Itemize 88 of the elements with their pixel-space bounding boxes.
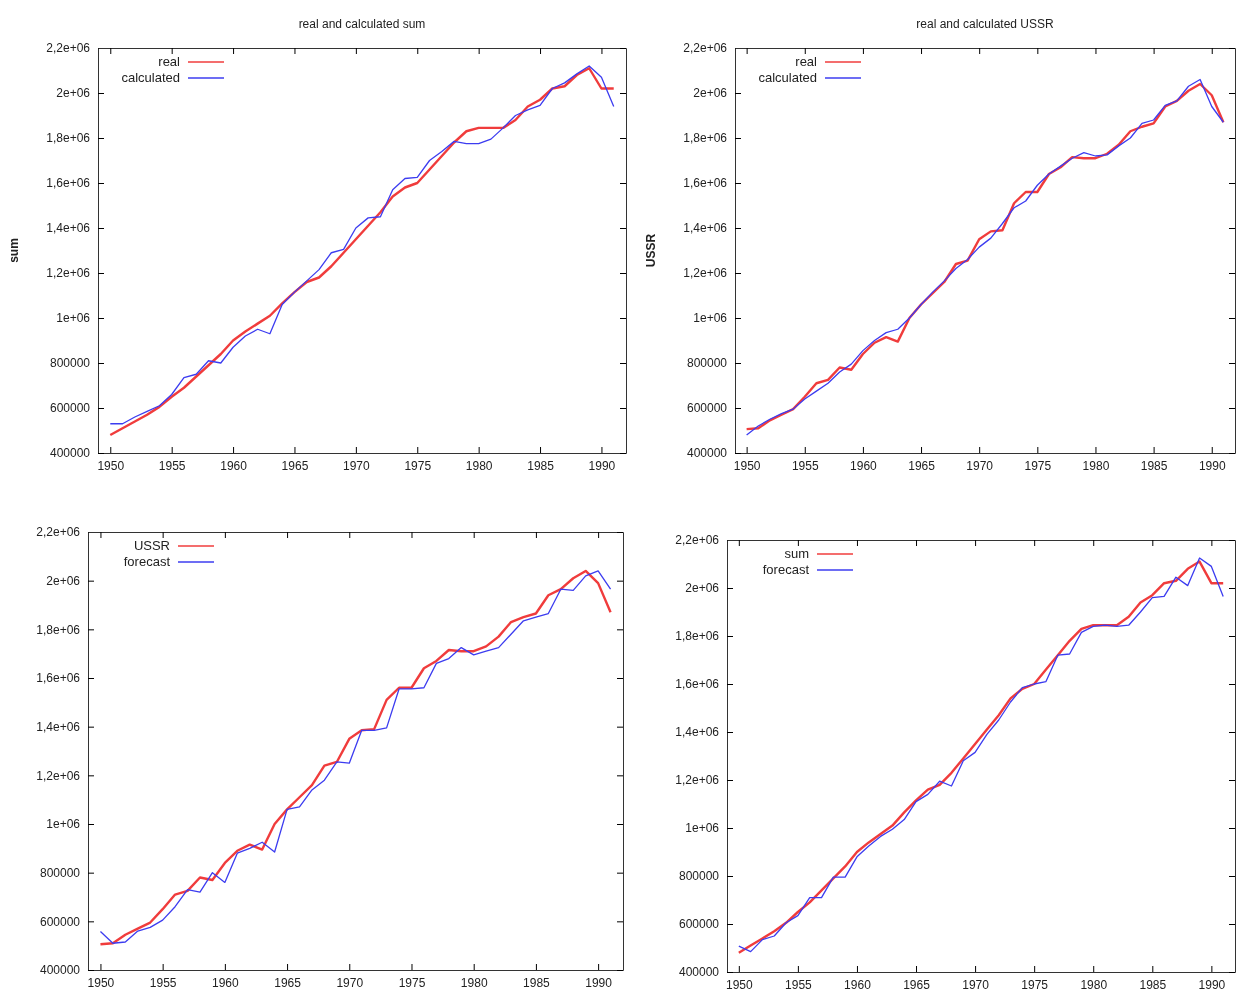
y-tick-label: 1,4e+06 [675, 725, 720, 740]
y-tick-label: 600000 [49, 401, 91, 416]
x-tick-label: 1950 [97, 458, 125, 473]
x-tick-label: 1965 [908, 458, 936, 473]
y-tick-label: 1,2e+06 [36, 768, 81, 783]
x-tick-label: 1985 [1139, 977, 1167, 990]
x-tick-label: 1955 [158, 458, 186, 473]
x-tick-label: 1950 [87, 975, 115, 990]
y-tick-label: 1e+06 [693, 311, 728, 326]
y-tick-label: 2,2e+06 [46, 41, 91, 56]
x-tick-label: 1955 [149, 975, 177, 990]
y-tick-label: 1e+06 [56, 311, 91, 326]
y-tick-label: 2e+06 [685, 581, 720, 596]
y-tick-label: 1,6e+06 [36, 671, 81, 686]
y-tick-label: 1,4e+06 [36, 720, 81, 735]
x-tick-label: 1950 [725, 977, 753, 990]
x-tick-label: 1980 [465, 458, 493, 473]
x-tick-label: 1955 [791, 458, 819, 473]
y-tick-label: 1,6e+06 [675, 677, 720, 692]
x-tick-label: 1980 [1082, 458, 1110, 473]
x-tick-label: 1965 [281, 458, 309, 473]
x-tick-label: 1955 [785, 977, 813, 990]
x-tick-label: 1970 [343, 458, 371, 473]
chart-title: real and calculated sum [298, 17, 426, 31]
legend-label: forecast [123, 554, 171, 569]
x-tick-label: 1960 [212, 975, 240, 990]
x-tick-label: 1970 [336, 975, 364, 990]
x-tick-label: 1980 [460, 975, 488, 990]
x-tick-label: 1965 [903, 977, 931, 990]
x-tick-label: 1985 [1140, 458, 1168, 473]
y-tick-label: 600000 [39, 914, 81, 929]
y-tick-label: 400000 [678, 965, 720, 980]
y-tick-label: 1,4e+06 [46, 221, 91, 236]
y-tick-label: 1,2e+06 [675, 773, 720, 788]
y-tick-label: 600000 [678, 917, 720, 932]
y-tick-label: 2,2e+06 [683, 41, 728, 56]
x-tick-label: 1970 [966, 458, 994, 473]
legend-label: calculated [758, 70, 817, 85]
x-tick-label: 1960 [844, 977, 872, 990]
x-tick-label: 1990 [1198, 458, 1226, 473]
y-tick-label: 1e+06 [685, 821, 720, 836]
legend-label: sum [784, 546, 809, 561]
y-tick-label: 800000 [678, 869, 720, 884]
y-tick-label: 1,8e+06 [36, 622, 81, 637]
y-tick-label: 1,2e+06 [683, 266, 728, 281]
y-tick-label: 600000 [686, 401, 728, 416]
x-tick-label: 1975 [1024, 458, 1052, 473]
y-tick-label: 1,8e+06 [683, 131, 728, 146]
y-tick-label: 1e+06 [46, 817, 81, 832]
x-tick-label: 1990 [1198, 977, 1226, 990]
y-tick-label: 2,2e+06 [36, 525, 81, 540]
y-tick-label: 1,8e+06 [46, 131, 91, 146]
x-tick-label: 1975 [398, 975, 426, 990]
y-tick-label: 2e+06 [56, 86, 91, 101]
x-tick-label: 1985 [527, 458, 555, 473]
y-tick-label: 800000 [49, 356, 91, 371]
y-tick-label: 2e+06 [693, 86, 728, 101]
legend-label: real [795, 54, 818, 69]
chart-title: real and calculated USSR [916, 17, 1055, 31]
y-tick-label: 1,6e+06 [46, 176, 91, 191]
x-tick-label: 1950 [733, 458, 761, 473]
y-axis-title: sum [7, 238, 21, 263]
x-tick-label: 1985 [523, 975, 551, 990]
y-tick-label: 800000 [686, 356, 728, 371]
legend-label: USSR [133, 538, 170, 553]
x-tick-label: 1965 [274, 975, 302, 990]
y-tick-label: 1,8e+06 [675, 629, 720, 644]
x-tick-label: 1990 [588, 458, 616, 473]
y-tick-label: 800000 [39, 866, 81, 881]
y-tick-label: 400000 [39, 963, 81, 978]
y-tick-label: 2,2e+06 [675, 533, 720, 548]
legend-label: real [158, 54, 181, 69]
y-axis-title: USSR [644, 233, 658, 268]
x-tick-label: 1960 [850, 458, 878, 473]
legend-label: calculated [121, 70, 180, 85]
y-tick-label: 1,6e+06 [683, 176, 728, 191]
y-tick-label: 400000 [49, 446, 91, 461]
y-tick-label: 2e+06 [46, 574, 81, 589]
x-tick-label: 1975 [404, 458, 432, 473]
x-tick-label: 1960 [220, 458, 248, 473]
y-tick-label: 400000 [686, 446, 728, 461]
x-tick-label: 1990 [585, 975, 613, 990]
x-tick-label: 1970 [962, 977, 990, 990]
y-tick-label: 1,4e+06 [683, 221, 728, 236]
x-tick-label: 1980 [1080, 977, 1108, 990]
legend-label: forecast [762, 562, 810, 577]
x-tick-label: 1975 [1021, 977, 1049, 990]
y-tick-label: 1,2e+06 [46, 266, 91, 281]
